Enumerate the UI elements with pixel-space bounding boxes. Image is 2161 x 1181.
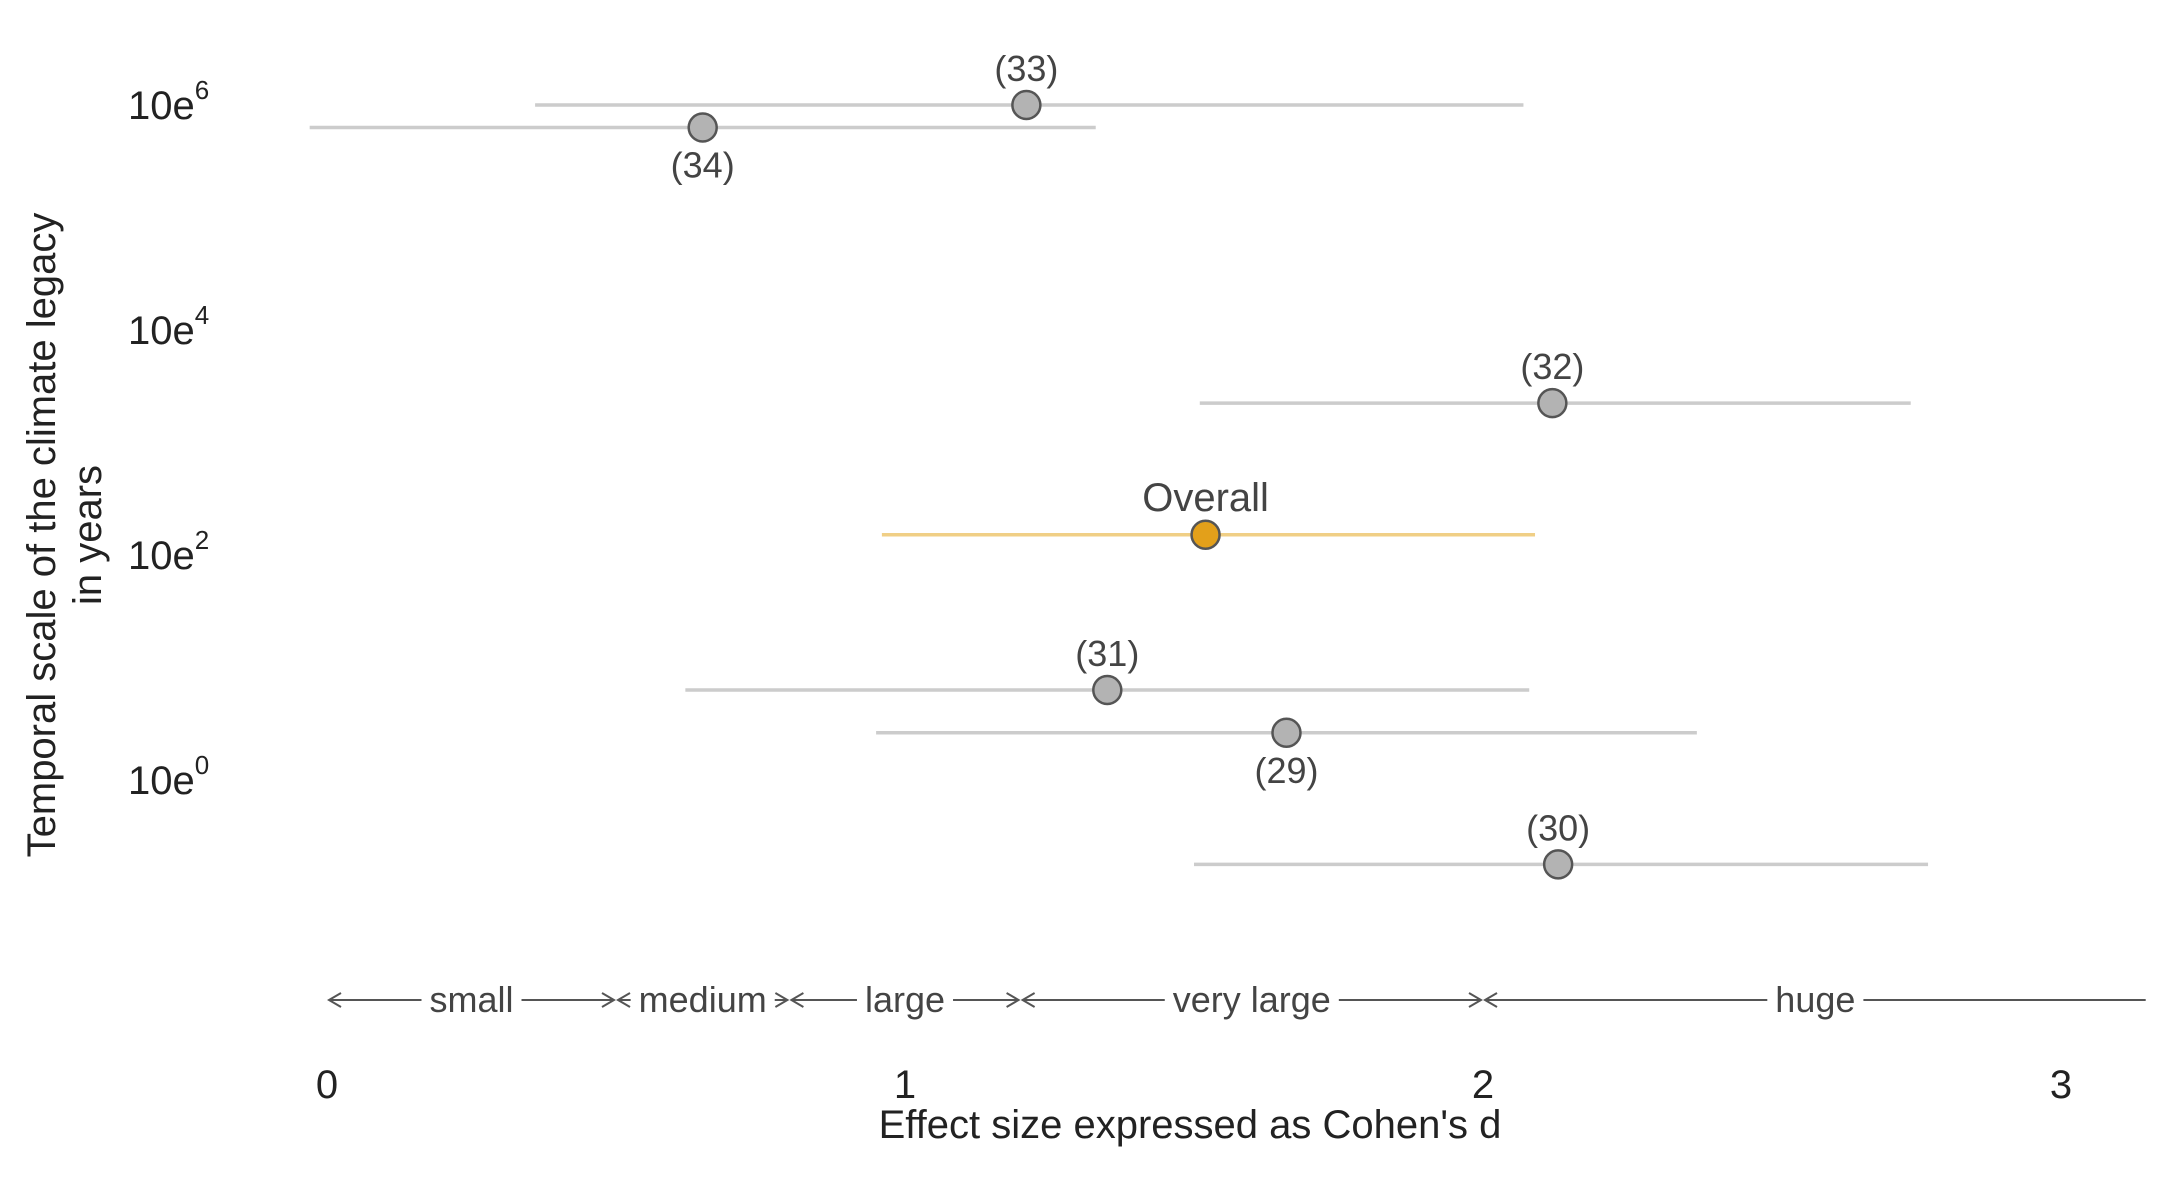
point-overall xyxy=(1190,519,1221,550)
y-tick-label-6: 10e6 xyxy=(128,75,209,128)
category-arrowhead-right-small xyxy=(601,992,616,1008)
x-axis-ticks: 0 1 2 3 xyxy=(316,1063,2072,1107)
category-arrowhead-left-large xyxy=(789,992,804,1008)
point-label-overall: Overall xyxy=(1142,476,1269,520)
category-arrowhead-right-large xyxy=(1006,992,1021,1008)
y-tick-base: 10e xyxy=(128,759,195,803)
y-axis-title-text: Temporal scale of the climate legacyin y… xyxy=(20,213,110,858)
y-tick-base: 10e xyxy=(128,84,195,128)
y-tick-label-2: 10e2 xyxy=(128,525,209,578)
y-tick-base: 10e xyxy=(128,309,195,353)
category-arrowhead-left-very-large xyxy=(1020,992,1036,1008)
x-axis-title: Effect size expressed as Cohen's d xyxy=(879,1103,1502,1147)
y-tick-exponent: 0 xyxy=(195,750,209,780)
effect-points xyxy=(687,89,1574,880)
x-tick-label-0: 0 xyxy=(316,1063,338,1107)
category-arrowhead-left-medium xyxy=(616,992,631,1008)
point-30 xyxy=(1542,849,1574,880)
effect-size-categories: small medium large very large huge xyxy=(327,979,2146,1020)
point-32 xyxy=(1537,387,1568,419)
point-label-33: (33) xyxy=(994,48,1058,89)
y-tick-label-0: 10e0 xyxy=(128,750,209,803)
point-label-34: (34) xyxy=(671,145,735,186)
y-tick-exponent: 6 xyxy=(195,75,209,105)
point-31 xyxy=(1092,674,1123,706)
point-29 xyxy=(1271,717,1302,748)
category-label-huge: huge xyxy=(1775,979,1855,1020)
category-arrowhead-right-very-large xyxy=(1468,992,1483,1008)
point-label-30: (30) xyxy=(1526,807,1590,848)
category-label-large: large xyxy=(865,979,945,1020)
y-tick-base: 10e xyxy=(128,534,195,578)
y-tick-label-4: 10e4 xyxy=(128,300,209,353)
y-tick-exponent: 4 xyxy=(195,300,209,330)
point-34 xyxy=(687,112,718,143)
x-tick-label-3: 3 xyxy=(2050,1063,2072,1107)
confidence-intervals xyxy=(309,103,1929,867)
category-label-small: small xyxy=(429,979,513,1020)
y-axis-title-line-1: in years xyxy=(66,465,110,605)
category-label-medium: medium xyxy=(639,979,767,1020)
point-label-32: (32) xyxy=(1520,346,1584,387)
y-axis-title-line-0: Temporal scale of the climate legacy xyxy=(20,213,64,858)
category-label-very-large: very large xyxy=(1173,979,1331,1020)
category-arrowhead-right-medium xyxy=(774,992,790,1008)
category-arrowhead-left-small xyxy=(327,992,342,1008)
point-label-29: (29) xyxy=(1254,750,1318,791)
category-arrowhead-left-huge xyxy=(1483,992,1498,1008)
x-tick-label-2: 2 xyxy=(1472,1063,1494,1107)
point-labels: (33) (34) (32) Overall (31) (29) (30) xyxy=(671,48,1590,848)
point-label-31: (31) xyxy=(1075,633,1139,674)
y-axis-title: Temporal scale of the climate legacyin y… xyxy=(20,213,110,858)
x-tick-label-1: 1 xyxy=(894,1063,916,1107)
point-33 xyxy=(1011,89,1042,121)
y-tick-exponent: 2 xyxy=(195,525,209,555)
